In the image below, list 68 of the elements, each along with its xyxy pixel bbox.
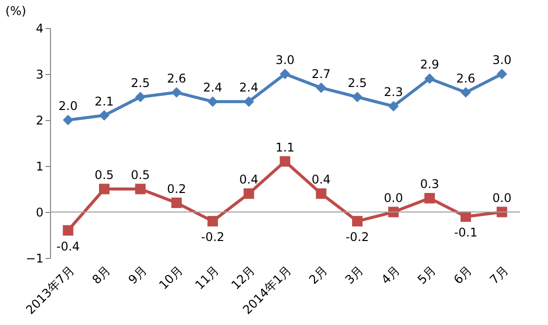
x-tick-label: 11月 (192, 263, 222, 292)
point (207, 216, 218, 226)
point (496, 68, 508, 80)
data-label: 2.6 (456, 71, 476, 86)
point (171, 87, 182, 98)
data-label: 2.9 (420, 58, 440, 72)
x-tick-label: 5月 (414, 263, 439, 287)
y-tick-label: 2 (36, 114, 44, 128)
point (424, 192, 435, 204)
y-tick-label: 4 (36, 22, 44, 36)
point (98, 110, 110, 121)
data-label: -0.2 (200, 230, 224, 244)
data-label: 0.0 (384, 191, 404, 205)
y-axis-title: (%) (5, 4, 26, 18)
point (316, 82, 326, 94)
point (135, 184, 146, 194)
data-label: 0.0 (492, 191, 512, 205)
y-tick-label: 3 (36, 68, 44, 82)
point (460, 87, 472, 98)
data-label: 0.3 (420, 177, 440, 192)
point (388, 100, 399, 112)
point (135, 92, 146, 102)
x-tick-label: 6月 (450, 263, 475, 287)
data-label: 2.4 (203, 80, 222, 95)
x-tick-label: 9月 (126, 263, 150, 287)
data-label: -0.2 (346, 230, 370, 244)
data-label: 3.0 (492, 53, 512, 67)
x-tick-label: 2月 (306, 263, 330, 287)
data-label: 3.0 (275, 53, 295, 67)
point (171, 198, 182, 208)
x-tick-label: 7月 (487, 263, 511, 287)
data-label: 2.7 (312, 66, 331, 81)
x-tick-label: 12月 (228, 263, 258, 292)
point (460, 211, 472, 222)
x-tick-label: 10月 (156, 263, 186, 292)
point (207, 96, 218, 107)
data-label: -0.1 (454, 226, 478, 240)
data-label: 2.6 (166, 71, 186, 86)
point (424, 73, 435, 84)
data-label: -0.4 (56, 239, 80, 254)
data-label: 2.1 (94, 94, 114, 108)
point (316, 188, 326, 199)
y-tick-label: −1 (26, 252, 44, 266)
data-label: 2.0 (58, 99, 78, 113)
data-label: 0.4 (239, 172, 258, 187)
point (244, 96, 254, 107)
point (62, 225, 74, 236)
data-label: 0.4 (312, 172, 331, 187)
data-label: 2.5 (130, 76, 150, 90)
data-label: 0.2 (166, 182, 186, 196)
point (62, 114, 74, 126)
y-tick-label: 0 (36, 206, 44, 220)
data-label: 2.4 (239, 80, 258, 95)
x-tick-label: 4月 (378, 263, 402, 287)
data-label: 1.1 (275, 140, 295, 154)
data-label: 2.5 (348, 76, 367, 90)
data-label: 0.5 (94, 168, 114, 182)
point (280, 68, 290, 80)
point (98, 184, 110, 194)
x-tick-label: 8月 (89, 263, 114, 287)
point (352, 216, 363, 226)
data-label: 0.5 (130, 168, 150, 182)
data-label: 2.3 (384, 85, 404, 100)
y-tick-label: 1 (36, 160, 44, 174)
point (244, 188, 254, 199)
point (352, 92, 363, 102)
point (280, 156, 290, 167)
x-tick-label: 3月 (342, 263, 366, 287)
